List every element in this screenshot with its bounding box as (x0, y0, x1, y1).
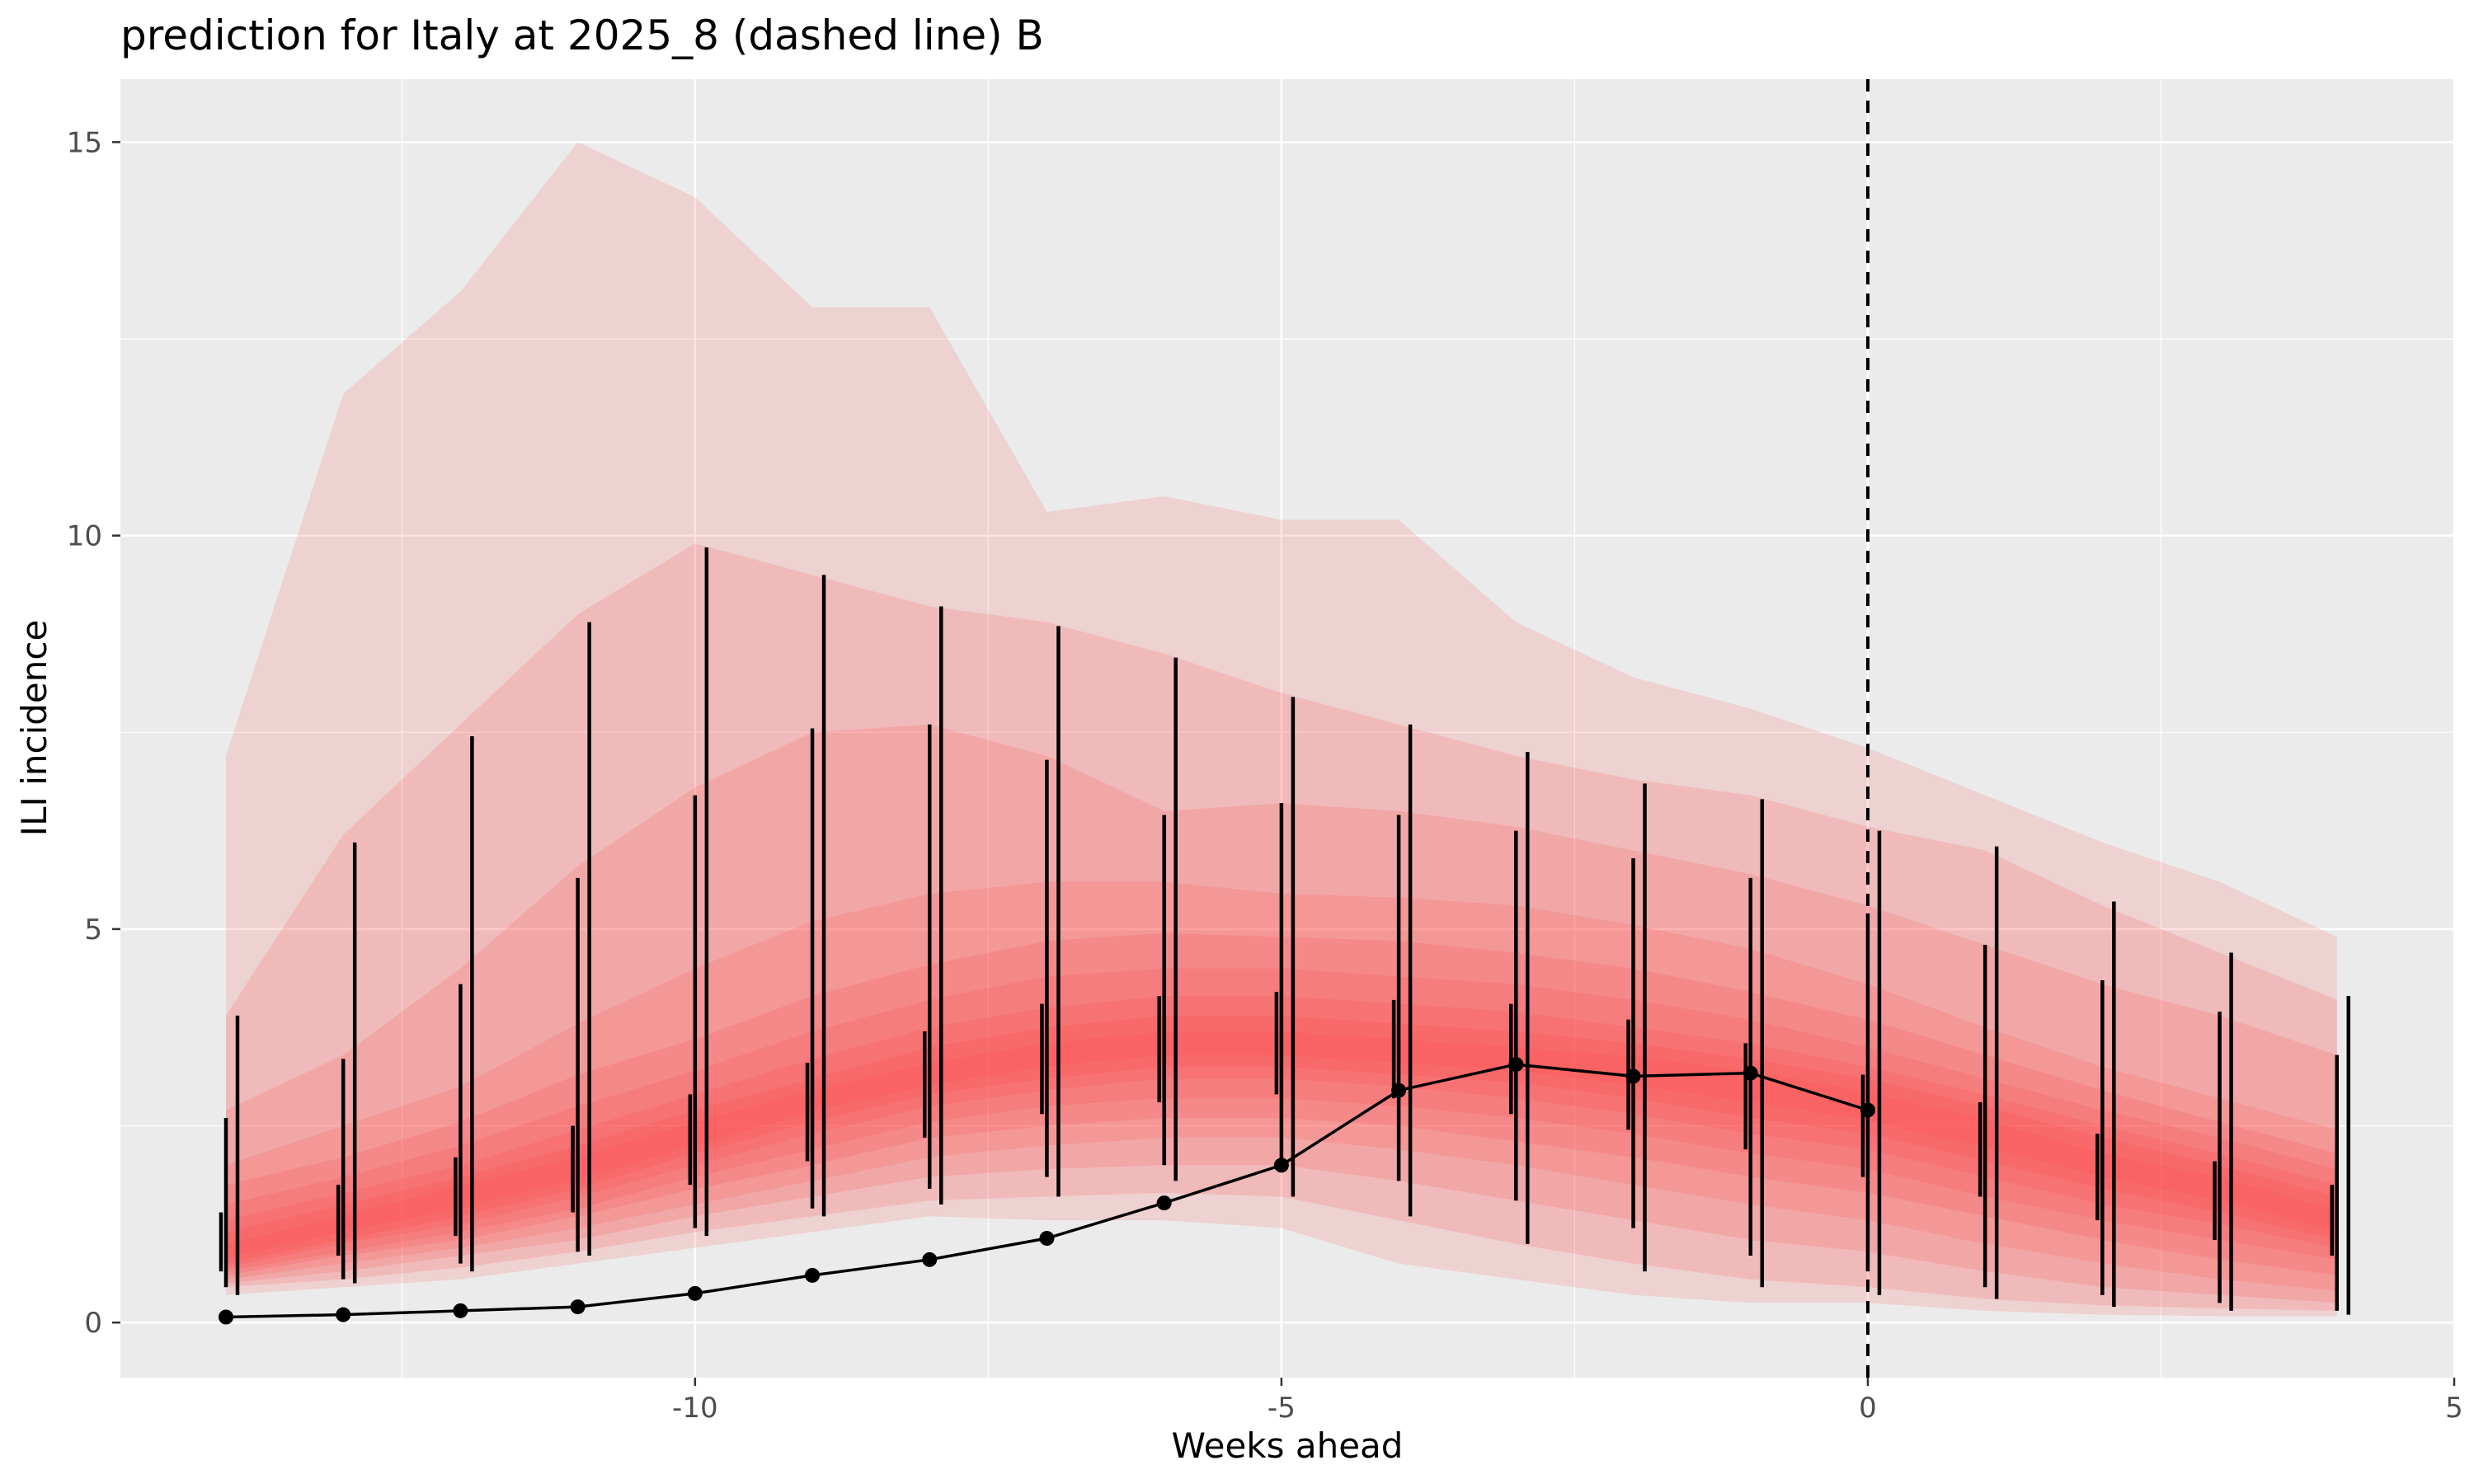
observed-point (1625, 1068, 1641, 1084)
prediction-band (226, 1015, 2337, 1264)
observed-point (570, 1299, 586, 1315)
observed-point (1508, 1057, 1524, 1073)
x-tick-label: 0 (1859, 1392, 1877, 1425)
observed-point (1743, 1065, 1758, 1081)
interval-bars (219, 547, 2351, 1315)
observed-point (1391, 1082, 1407, 1098)
y-tick-label: 5 (84, 913, 102, 946)
prediction-band (226, 1031, 2337, 1258)
y-axis-title: ILI incidence (14, 620, 54, 837)
observed-point (336, 1307, 351, 1322)
x-axis-title: Weeks ahead (1172, 1425, 1404, 1466)
x-tick-label: -5 (1268, 1392, 1296, 1425)
observed-series (218, 1057, 1875, 1325)
prediction-bands (226, 142, 2337, 1317)
prediction-band (226, 968, 2337, 1272)
observed-point (1273, 1158, 1289, 1173)
y-tick-label: 15 (67, 126, 102, 159)
x-tick-label: -10 (672, 1392, 718, 1425)
prediction-band (226, 996, 2337, 1268)
chart-title: prediction for Italy at 2025_8 (dashed l… (120, 12, 1044, 59)
observed-point (1860, 1102, 1875, 1118)
observed-point (687, 1285, 703, 1301)
prediction-band (226, 142, 2337, 1317)
observed-point (922, 1252, 938, 1267)
grid-minor (120, 79, 2454, 1378)
observed-point (1156, 1195, 1172, 1211)
y-tick-label: 0 (84, 1307, 102, 1340)
observed-point (218, 1309, 233, 1325)
y-tick-label: 10 (67, 520, 102, 553)
observed-point (453, 1303, 468, 1318)
axis-ticks: -10 -5 0 5 0 5 10 15 (67, 126, 2463, 1425)
x-tick-label: 5 (2445, 1392, 2463, 1425)
observed-point (805, 1267, 821, 1283)
observed-point (1039, 1231, 1055, 1247)
